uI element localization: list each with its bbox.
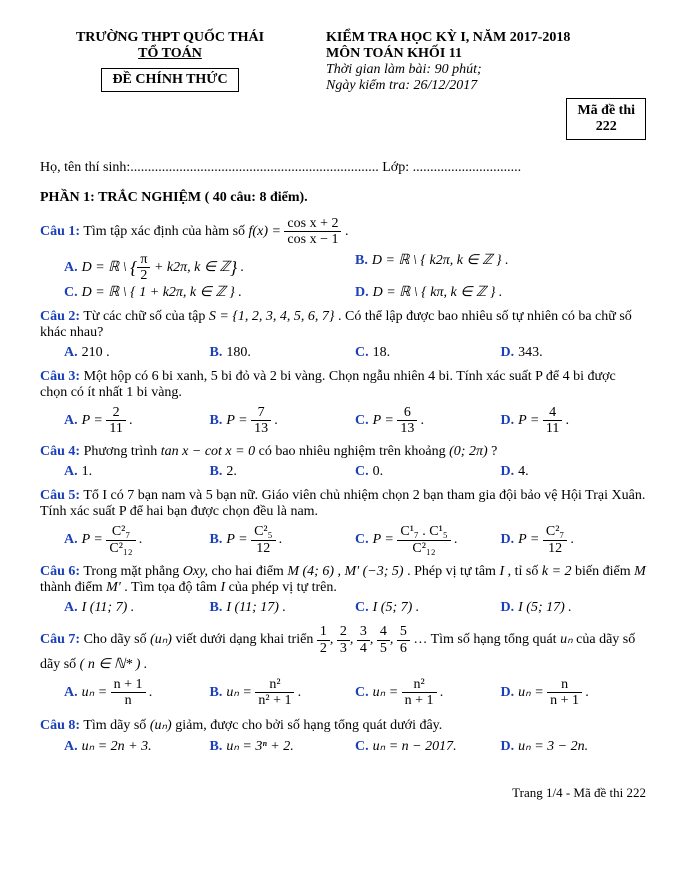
q3-options: A.P = 211 . B.P = 713 . C.P = 613 . D.P … <box>64 405 646 437</box>
class-dots: ............................... <box>413 160 522 175</box>
q4-options: A.1. B.2. C.0. D.4. <box>64 464 646 480</box>
q1-formula: f(x) = cos x + 2cos x − 1 <box>249 224 345 239</box>
q3-opt-b: B.P = 713 . <box>210 405 356 437</box>
header-left: TRƯỜNG THPT QUỐC THÁI TỔ TOÁN ĐỀ CHÍNH T… <box>40 30 300 140</box>
q7-opt-a: A.uₙ = n + 1n . <box>64 677 210 709</box>
q7-options: A.uₙ = n + 1n . B.uₙ = n²n² + 1 . C.uₙ =… <box>64 677 646 709</box>
q2-opt-b: B.180. <box>210 345 356 361</box>
q5-opt-b: B.P = C²₅12 . <box>210 524 356 556</box>
class-label: Lớp: <box>382 160 409 175</box>
question-8: Câu 8: Tìm dãy số (uₙ) giảm, được cho bở… <box>40 717 646 734</box>
code-label: Mã đề thi <box>577 103 635 119</box>
q2-text1: Từ các chữ số của tập <box>83 309 209 324</box>
q8-label: Câu 8: <box>40 718 80 733</box>
q4-text1: Phương trình <box>84 444 161 459</box>
q3-text: Một hộp có 6 bi xanh, 5 bi đỏ và 2 bi và… <box>40 369 616 400</box>
q4-text3: ? <box>491 444 497 459</box>
q5-opt-a: A.P = C²₇C²₁₂ . <box>64 524 210 556</box>
q7-opt-d: D.uₙ = nn + 1 . <box>501 677 647 709</box>
q4-text2: có bao nhiêu nghiệm trên khoảng <box>259 444 450 459</box>
header-right: KIỂM TRA HỌC KỲ I, NĂM 2017-2018 MÔN TOÁ… <box>326 30 646 140</box>
q3-opt-a: A.P = 211 . <box>64 405 210 437</box>
question-5: Câu 5: Tổ I có 7 bạn nam và 5 bạn nữ. Gi… <box>40 488 646 520</box>
q4-interval: (0; 2π) <box>449 444 488 459</box>
q4-opt-a: A.1. <box>64 464 210 480</box>
question-4: Câu 4: Phương trình tan x − cot x = 0 có… <box>40 444 646 460</box>
q7-label: Câu 7: <box>40 632 80 647</box>
q6-opt-c: C.I (5; 7) . <box>355 600 501 616</box>
q1-opt-a: A.D = ℝ \ {π2 + k2π, k ∈ ℤ} . <box>64 252 355 284</box>
q2-options: A.210 . B.180. C.18. D.343. <box>64 345 646 361</box>
name-label: Họ, tên thí sinh: <box>40 160 130 175</box>
q5-options: A.P = C²₇C²₁₂ . B.P = C²₅12 . C.P = C¹₇ … <box>64 524 646 556</box>
q4-opt-b: B.2. <box>210 464 356 480</box>
q2-opt-a: A.210 . <box>64 345 210 361</box>
exam-date: Ngày kiểm tra: 26/12/2017 <box>326 78 646 94</box>
q2-opt-d: D.343. <box>501 345 647 361</box>
exam-title: KIỂM TRA HỌC KỲ I, NĂM 2017-2018 <box>326 30 646 46</box>
q1-opt-c: C.D = ℝ \ { 1 + k2π, k ∈ ℤ } . <box>64 284 355 301</box>
q5-label: Câu 5: <box>40 488 80 503</box>
exam-code-box: Mã đề thi 222 <box>566 98 646 140</box>
school-name: TRƯỜNG THPT QUỐC THÁI <box>40 30 300 46</box>
q6-opt-d: D.I (5; 17) . <box>501 600 647 616</box>
q6-opt-b: B.I (11; 17) . <box>210 600 356 616</box>
question-2: Câu 2: Từ các chữ số của tập S = {1, 2, … <box>40 309 646 341</box>
q1-opt-d: D.D = ℝ \ { kπ, k ∈ ℤ } . <box>355 284 646 301</box>
q8-opt-a: A.uₙ = 2n + 3. <box>64 738 210 755</box>
page-footer: Trang 1/4 - Mã đề thi 222 <box>40 785 646 801</box>
q2-set: S = {1, 2, 3, 4, 5, 6, 7} <box>209 309 335 324</box>
q8-options: A.uₙ = 2n + 3. B.uₙ = 3ⁿ + 2. C.uₙ = n −… <box>64 738 646 755</box>
q4-label: Câu 4: <box>40 444 80 459</box>
q3-opt-d: D.P = 411 . <box>501 405 647 437</box>
section-1-heading: PHẦN 1: TRẮC NGHIỆM ( 40 câu: 8 điểm). <box>40 190 646 206</box>
q1-label: Câu 1: <box>40 224 80 239</box>
official-stamp: ĐỀ CHÍNH THỨC <box>101 68 238 92</box>
q1-text-b: . <box>345 224 349 239</box>
page-header: TRƯỜNG THPT QUỐC THÁI TỔ TOÁN ĐỀ CHÍNH T… <box>40 30 646 140</box>
exam-duration: Thời gian làm bài: 90 phút; <box>326 62 646 78</box>
q4-opt-c: C.0. <box>355 464 501 480</box>
q3-label: Câu 3: <box>40 369 80 384</box>
q8-opt-b: B.uₙ = 3ⁿ + 2. <box>210 738 356 755</box>
q7-opt-b: B.uₙ = n²n² + 1 . <box>210 677 356 709</box>
q1-text-a: Tìm tập xác định của hàm số <box>83 224 248 239</box>
q1-options: A.D = ℝ \ {π2 + k2π, k ∈ ℤ} . B.D = ℝ \ … <box>64 252 646 301</box>
q6-opt-a: A.I (11; 7) . <box>64 600 210 616</box>
q2-opt-c: C.18. <box>355 345 501 361</box>
q8-opt-d: D.uₙ = 3 − 2n. <box>501 738 647 755</box>
question-1: Câu 1: Tìm tập xác định của hàm số f(x) … <box>40 216 646 248</box>
department: TỔ TOÁN <box>40 46 300 62</box>
q1-opt-b: B.D = ℝ \ { k2π, k ∈ ℤ } . <box>355 252 646 284</box>
q6-label: Câu 6: <box>40 564 80 579</box>
name-dots: ........................................… <box>130 160 379 175</box>
q4-opt-d: D.4. <box>501 464 647 480</box>
q5-text: Tổ I có 7 bạn nam và 5 bạn nữ. Giáo viên… <box>40 488 645 519</box>
q4-eq: tan x − cot x = 0 <box>161 444 255 459</box>
q2-label: Câu 2: <box>40 309 80 324</box>
q5-opt-c: C.P = C¹₇ . C¹₅C²₁₂ . <box>355 524 501 556</box>
question-6: Câu 6: Trong mặt phẳng Oxy, cho hai điểm… <box>40 564 646 596</box>
student-line: Họ, tên thí sinh:.......................… <box>40 160 646 176</box>
exam-subject: MÔN TOÁN KHỐI 11 <box>326 46 646 62</box>
q3-opt-c: C.P = 613 . <box>355 405 501 437</box>
q6-options: A.I (11; 7) . B.I (11; 17) . C.I (5; 7) … <box>64 600 646 616</box>
question-7: Câu 7: Cho dãy số (uₙ) viết dưới dạng kh… <box>40 624 646 673</box>
q7-opt-c: C.uₙ = n²n + 1 . <box>355 677 501 709</box>
question-3: Câu 3: Một hộp có 6 bi xanh, 5 bi đỏ và … <box>40 369 646 401</box>
code-value: 222 <box>577 119 635 135</box>
q8-opt-c: C.uₙ = n − 2017. <box>355 738 501 755</box>
q5-opt-d: D.P = C²₇12 . <box>501 524 647 556</box>
